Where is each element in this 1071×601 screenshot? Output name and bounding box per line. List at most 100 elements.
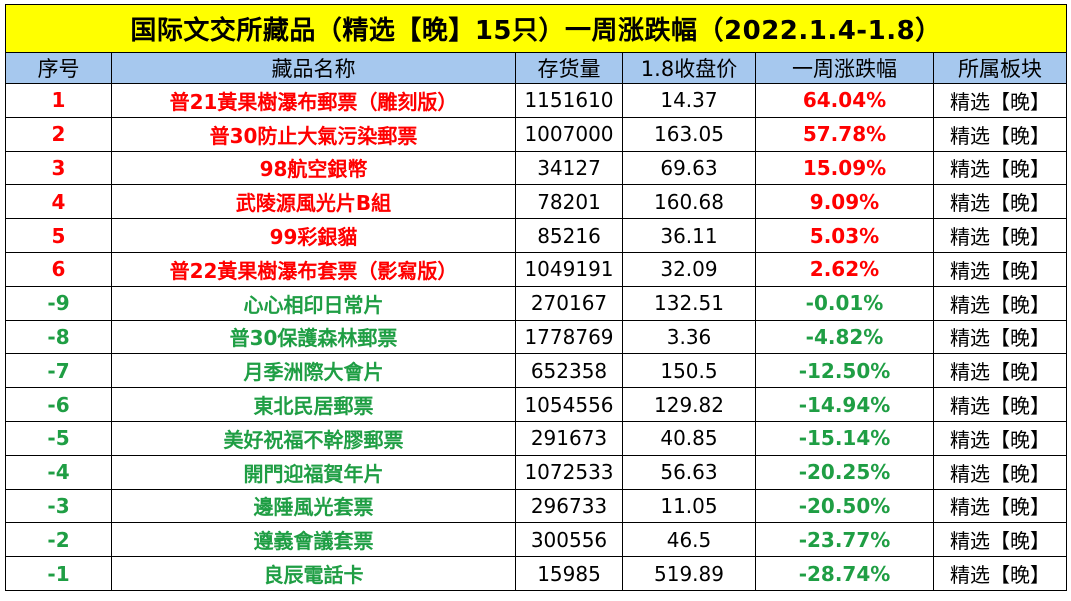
close-cell: 160.68 bbox=[622, 184, 756, 220]
sector-cell: 精选【晚】 bbox=[933, 150, 1067, 186]
header-change: 一周涨跌幅 bbox=[755, 52, 934, 84]
change-cell: 64.04% bbox=[755, 83, 934, 118]
name-cell: 心心相印日常片 bbox=[111, 285, 516, 321]
close-cell: 46.5 bbox=[622, 522, 756, 558]
change-cell: -4.82% bbox=[755, 319, 934, 355]
table-title: 国际文交所藏品（精选【晚】15只）一周涨跌幅（2022.1.4-1.8） bbox=[5, 4, 1067, 53]
table-row: 4 武陵源風光片B組 78201 160.68 9.09% 精选【晚】 bbox=[5, 184, 1067, 220]
close-cell: 163.05 bbox=[622, 116, 756, 152]
sector-cell: 精选【晚】 bbox=[933, 420, 1067, 456]
rank-cell: 6 bbox=[5, 251, 112, 287]
change-cell: -28.74% bbox=[755, 556, 934, 591]
rank-cell: 2 bbox=[5, 116, 112, 152]
table-row: -3 邊陲風光套票 296733 11.05 -20.50% 精选【晚】 bbox=[5, 488, 1067, 524]
close-cell: 519.89 bbox=[622, 556, 756, 591]
change-cell: 5.03% bbox=[755, 218, 934, 253]
weekly-change-table: 国际文交所藏品（精选【晚】15只）一周涨跌幅（2022.1.4-1.8） 序号 … bbox=[5, 4, 1067, 591]
name-cell: 邊陲風光套票 bbox=[111, 488, 516, 524]
stock-cell: 34127 bbox=[515, 150, 623, 186]
sector-cell: 精选【晚】 bbox=[933, 488, 1067, 524]
stock-cell: 1049191 bbox=[515, 251, 623, 287]
stock-cell: 652358 bbox=[515, 353, 623, 389]
close-cell: 14.37 bbox=[622, 83, 756, 118]
header-rank: 序号 bbox=[5, 52, 112, 84]
table-row: -7 月季洲際大會片 652358 150.5 -12.50% 精选【晚】 bbox=[5, 353, 1067, 389]
close-cell: 3.36 bbox=[622, 319, 756, 355]
rank-cell: -6 bbox=[5, 387, 112, 422]
stock-cell: 1072533 bbox=[515, 454, 623, 490]
sector-cell: 精选【晚】 bbox=[933, 285, 1067, 321]
rank-cell: -9 bbox=[5, 285, 112, 321]
name-cell: 東北民居郵票 bbox=[111, 387, 516, 422]
sector-cell: 精选【晚】 bbox=[933, 387, 1067, 422]
name-cell: 普21黃果樹瀑布郵票（雕刻版） bbox=[111, 83, 516, 118]
change-cell: -14.94% bbox=[755, 387, 934, 422]
change-cell: 15.09% bbox=[755, 150, 934, 186]
sector-cell: 精选【晚】 bbox=[933, 83, 1067, 118]
sector-cell: 精选【晚】 bbox=[933, 454, 1067, 490]
name-cell: 98航空銀幣 bbox=[111, 150, 516, 186]
rank-cell: -4 bbox=[5, 454, 112, 490]
table-row: -8 普30保護森林郵票 1778769 3.36 -4.82% 精选【晚】 bbox=[5, 319, 1067, 355]
rank-cell: -7 bbox=[5, 353, 112, 389]
change-cell: -23.77% bbox=[755, 522, 934, 558]
name-cell: 99彩銀貓 bbox=[111, 218, 516, 253]
sector-cell: 精选【晚】 bbox=[933, 184, 1067, 220]
table-row: -1 良辰電話卡 15985 519.89 -28.74% 精选【晚】 bbox=[5, 556, 1067, 591]
header-close: 1.8收盘价 bbox=[622, 52, 756, 84]
sector-cell: 精选【晚】 bbox=[933, 522, 1067, 558]
header-name: 藏品名称 bbox=[111, 52, 516, 84]
table-row: -2 遵義會議套票 300556 46.5 -23.77% 精选【晚】 bbox=[5, 522, 1067, 558]
header-sector: 所属板块 bbox=[933, 52, 1067, 84]
rank-cell: 5 bbox=[5, 218, 112, 253]
close-cell: 11.05 bbox=[622, 488, 756, 524]
rank-cell: -8 bbox=[5, 319, 112, 355]
name-cell: 武陵源風光片B組 bbox=[111, 184, 516, 220]
name-cell: 普30保護森林郵票 bbox=[111, 319, 516, 355]
stock-cell: 1054556 bbox=[515, 387, 623, 422]
stock-cell: 1778769 bbox=[515, 319, 623, 355]
close-cell: 32.09 bbox=[622, 251, 756, 287]
table-row: 1 普21黃果樹瀑布郵票（雕刻版） 1151610 14.37 64.04% 精选【晚】 bbox=[5, 83, 1067, 118]
change-cell: 2.62% bbox=[755, 251, 934, 287]
header-row: 序号 藏品名称 存货量 1.8收盘价 一周涨跌幅 所属板块 bbox=[5, 52, 1067, 84]
stock-cell: 15985 bbox=[515, 556, 623, 591]
table-row: -5 美好祝福不幹膠郵票 291673 40.85 -15.14% 精选【晚】 bbox=[5, 420, 1067, 456]
sector-cell: 精选【晚】 bbox=[933, 251, 1067, 287]
rank-cell: -3 bbox=[5, 488, 112, 524]
rank-cell: -5 bbox=[5, 420, 112, 456]
close-cell: 56.63 bbox=[622, 454, 756, 490]
sector-cell: 精选【晚】 bbox=[933, 353, 1067, 389]
table-row: 3 98航空銀幣 34127 69.63 15.09% 精选【晚】 bbox=[5, 150, 1067, 186]
table-row: 2 普30防止大氣污染郵票 1007000 163.05 57.78% 精选【晚】 bbox=[5, 116, 1067, 152]
name-cell: 月季洲際大會片 bbox=[111, 353, 516, 389]
stock-cell: 296733 bbox=[515, 488, 623, 524]
close-cell: 150.5 bbox=[622, 353, 756, 389]
rank-cell: 4 bbox=[5, 184, 112, 220]
change-cell: -0.01% bbox=[755, 285, 934, 321]
stock-cell: 1007000 bbox=[515, 116, 623, 152]
change-cell: -15.14% bbox=[755, 420, 934, 456]
stock-cell: 270167 bbox=[515, 285, 623, 321]
stock-cell: 78201 bbox=[515, 184, 623, 220]
close-cell: 36.11 bbox=[622, 218, 756, 253]
name-cell: 遵義會議套票 bbox=[111, 522, 516, 558]
change-cell: -20.50% bbox=[755, 488, 934, 524]
close-cell: 129.82 bbox=[622, 387, 756, 422]
sector-cell: 精选【晚】 bbox=[933, 116, 1067, 152]
name-cell: 普22黃果樹瀑布套票（影寫版） bbox=[111, 251, 516, 287]
name-cell: 開門迎福賀年片 bbox=[111, 454, 516, 490]
change-cell: -12.50% bbox=[755, 353, 934, 389]
name-cell: 美好祝福不幹膠郵票 bbox=[111, 420, 516, 456]
header-stock: 存货量 bbox=[515, 52, 623, 84]
table-row: 5 99彩銀貓 85216 36.11 5.03% 精选【晚】 bbox=[5, 218, 1067, 253]
stock-cell: 300556 bbox=[515, 522, 623, 558]
change-cell: -20.25% bbox=[755, 454, 934, 490]
stock-cell: 1151610 bbox=[515, 83, 623, 118]
table-row: -4 開門迎福賀年片 1072533 56.63 -20.25% 精选【晚】 bbox=[5, 454, 1067, 490]
close-cell: 40.85 bbox=[622, 420, 756, 456]
close-cell: 69.63 bbox=[622, 150, 756, 186]
sector-cell: 精选【晚】 bbox=[933, 556, 1067, 591]
sector-cell: 精选【晚】 bbox=[933, 218, 1067, 253]
rank-cell: -1 bbox=[5, 556, 112, 591]
